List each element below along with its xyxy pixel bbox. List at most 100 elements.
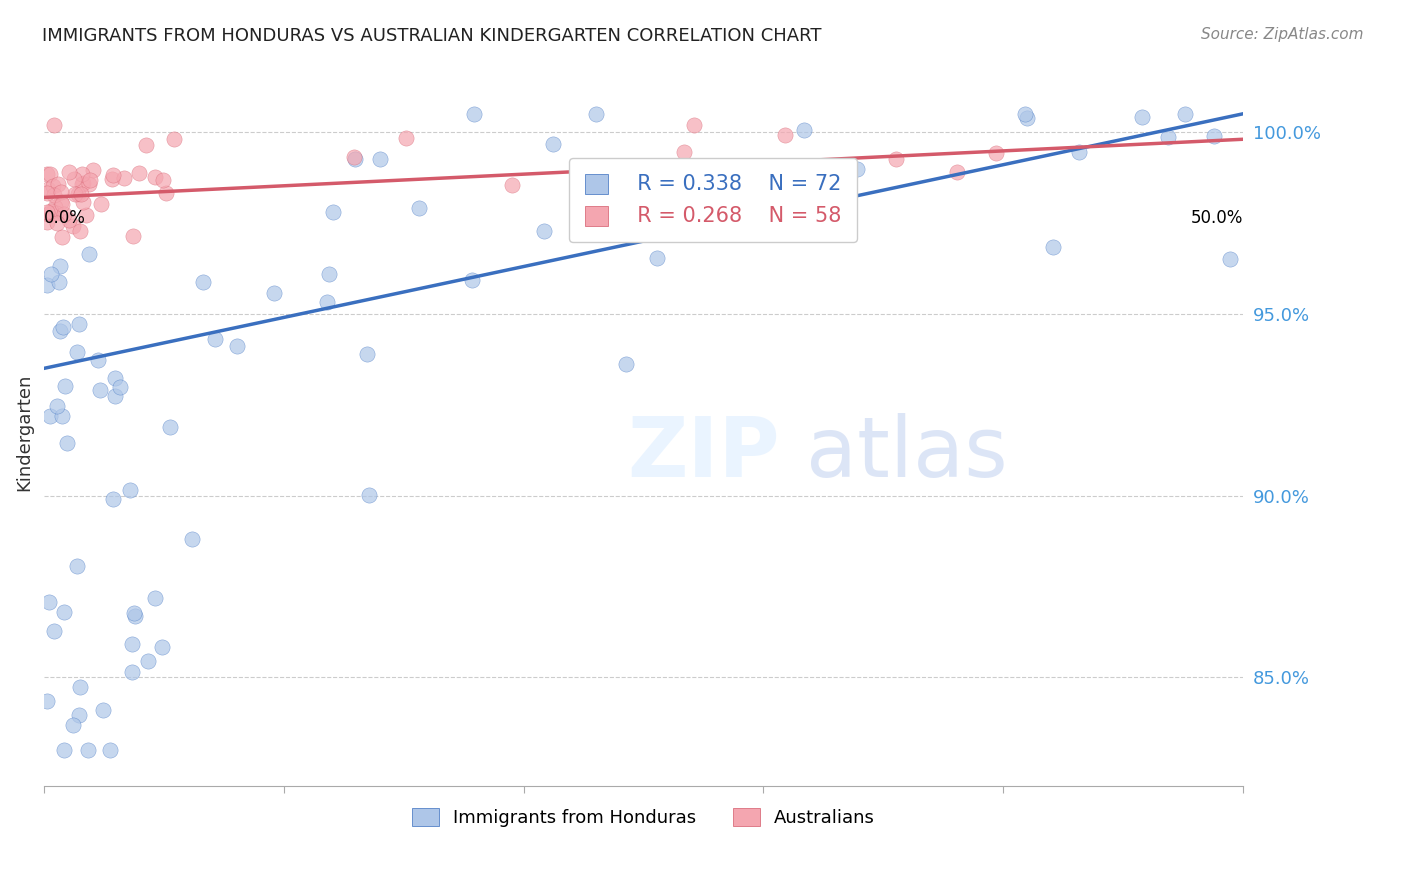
Point <box>1042 240 1064 254</box>
Point <box>343 150 366 164</box>
Point <box>35 167 58 181</box>
Point <box>45 399 67 413</box>
Point <box>501 178 523 192</box>
Point <box>645 251 668 265</box>
Point <box>42 178 65 193</box>
Point <box>226 339 249 353</box>
Point <box>1014 107 1036 121</box>
Point <box>52 320 75 334</box>
Point <box>122 607 145 621</box>
Text: IMMIGRANTS FROM HONDURAS VS AUSTRALIAN KINDERGARTEN CORRELATION CHART: IMMIGRANTS FROM HONDURAS VS AUSTRALIAN K… <box>42 27 821 45</box>
Point <box>70 177 93 191</box>
Point <box>87 353 110 368</box>
Point <box>37 182 59 196</box>
Point <box>63 187 86 202</box>
Point <box>135 137 157 152</box>
Point <box>77 247 100 261</box>
Point <box>1017 112 1039 126</box>
Point <box>56 436 79 450</box>
Text: atlas: atlas <box>807 413 1008 494</box>
Point <box>155 186 177 200</box>
Point <box>846 162 869 177</box>
Point <box>44 200 66 214</box>
Point <box>128 166 150 180</box>
Point <box>66 187 89 202</box>
Point <box>38 595 60 609</box>
Point <box>39 167 62 181</box>
Point <box>44 188 66 202</box>
Point <box>124 608 146 623</box>
Point <box>683 118 706 132</box>
Text: 0.0%: 0.0% <box>44 209 86 227</box>
Point <box>159 420 181 434</box>
Point <box>120 483 142 498</box>
Point <box>51 196 73 211</box>
Text: 50.0%: 50.0% <box>1191 209 1243 227</box>
Point <box>191 276 214 290</box>
Point <box>69 680 91 694</box>
Point <box>1202 129 1225 144</box>
Point <box>35 278 58 293</box>
Point <box>66 345 89 359</box>
Point <box>356 346 378 360</box>
Point <box>180 533 202 547</box>
Point <box>66 558 89 573</box>
Point <box>1174 107 1197 121</box>
Point <box>39 267 62 281</box>
Point <box>614 357 637 371</box>
Point <box>1067 145 1090 160</box>
Point <box>82 162 104 177</box>
Point <box>45 216 67 230</box>
Point <box>112 170 135 185</box>
Point <box>35 215 58 229</box>
Point <box>773 128 796 142</box>
Y-axis label: Kindergarten: Kindergarten <box>15 373 32 491</box>
Point <box>41 205 63 219</box>
Point <box>38 409 60 423</box>
Point <box>37 207 59 221</box>
Point <box>316 295 339 310</box>
Point <box>984 146 1007 161</box>
Point <box>108 380 131 394</box>
Point <box>51 230 73 244</box>
Point <box>42 624 65 639</box>
Point <box>136 654 159 668</box>
Text: Source: ZipAtlas.com: Source: ZipAtlas.com <box>1201 27 1364 42</box>
Point <box>585 107 607 121</box>
Point <box>67 317 90 331</box>
Point <box>53 206 76 220</box>
Point <box>45 205 67 219</box>
Point <box>49 259 72 273</box>
Point <box>104 371 127 385</box>
Point <box>69 223 91 237</box>
Point <box>72 176 94 190</box>
Point <box>150 640 173 654</box>
Point <box>67 707 90 722</box>
Point <box>533 224 555 238</box>
Point <box>49 186 72 200</box>
Point <box>77 177 100 191</box>
Point <box>461 273 484 287</box>
Point <box>1157 130 1180 145</box>
Point <box>70 187 93 202</box>
Point <box>35 186 58 200</box>
Point <box>408 201 430 215</box>
Point <box>101 168 124 182</box>
Point <box>344 153 367 167</box>
Point <box>673 145 696 159</box>
Point <box>163 132 186 146</box>
Point <box>143 170 166 185</box>
Point <box>121 229 143 244</box>
Point <box>76 743 98 757</box>
Point <box>143 591 166 606</box>
Point <box>463 107 485 121</box>
Point <box>263 285 285 300</box>
Point <box>89 383 111 397</box>
Point <box>52 605 75 619</box>
Point <box>63 172 86 186</box>
Point <box>91 703 114 717</box>
Point <box>152 172 174 186</box>
Point <box>368 152 391 166</box>
Point <box>103 491 125 506</box>
Point <box>395 131 418 145</box>
